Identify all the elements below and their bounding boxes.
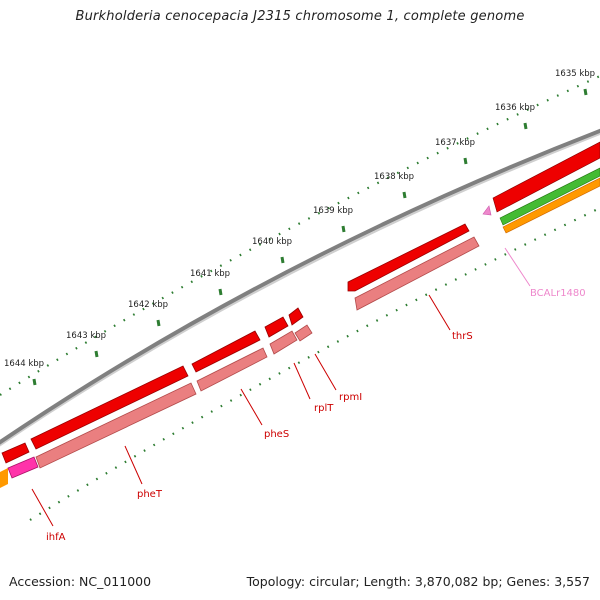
gene-arrows	[1, 205, 492, 479]
label-pheT: pheT	[137, 489, 163, 500]
gene-pheT[interactable]	[30, 365, 197, 469]
scale-tick	[280, 256, 285, 264]
scale-tick	[583, 88, 588, 96]
scale-tick	[463, 157, 468, 165]
label-rplT: rplT	[314, 403, 334, 414]
scale-label: 1640 kbp	[252, 237, 292, 247]
label-thrS: thrS	[452, 331, 473, 342]
scale-label: 1635 kbp	[555, 69, 595, 79]
scale-tick	[402, 191, 407, 199]
scale-tick	[218, 288, 223, 296]
accession-text: Accession: NC_011000	[9, 574, 152, 589]
gene-rpmI[interactable]	[288, 307, 313, 342]
backbone	[0, 128, 600, 447]
scale-labels: 1635 kbp 1636 kbp 1637 kbp 1638 kbp 1639 kbp…	[4, 69, 595, 369]
label-ihfA: ihfA	[46, 532, 66, 543]
scale-label: 1639 kbp	[313, 206, 353, 216]
label-BCALr1480: BCALr1480	[530, 288, 586, 299]
scale-label: 1642 kbp	[128, 300, 168, 310]
gene-pheS[interactable]	[191, 330, 268, 392]
scale-tick	[341, 225, 346, 233]
gene-rplT[interactable]	[264, 316, 298, 355]
scale-label: 1636 kbp	[495, 103, 535, 113]
label-rpmI: rpmI	[339, 392, 362, 403]
scale-tick	[94, 350, 99, 358]
gene-labels: thrS rpmI rplT pheS pheT ihfA BCALr1480	[31, 247, 586, 543]
scale-tick	[523, 122, 528, 130]
gene-ihfA[interactable]	[1, 442, 39, 479]
map-title: Burkholderia cenocepacia J2315 chromosom…	[75, 9, 525, 24]
scale-label: 1638 kbp	[374, 172, 414, 182]
edge-features	[0, 141, 600, 488]
scale-tick	[32, 378, 37, 386]
scale-label: 1644 kbp	[4, 359, 44, 369]
scale-ticks	[32, 88, 588, 386]
gene-BCALr1480[interactable]	[482, 205, 492, 216]
inner-dotted-arc	[29, 207, 600, 521]
scale-tick	[156, 319, 161, 327]
scale-label: 1641 kbp	[190, 269, 230, 279]
scale-label: 1637 kbp	[435, 138, 475, 148]
label-pheS: pheS	[264, 429, 289, 440]
scale-label: 1643 kbp	[66, 331, 106, 341]
topology-text: Topology: circular; Length: 3,870,082 bp…	[246, 574, 590, 589]
scale-arc	[0, 75, 600, 396]
gene-thrS[interactable]	[347, 223, 480, 311]
